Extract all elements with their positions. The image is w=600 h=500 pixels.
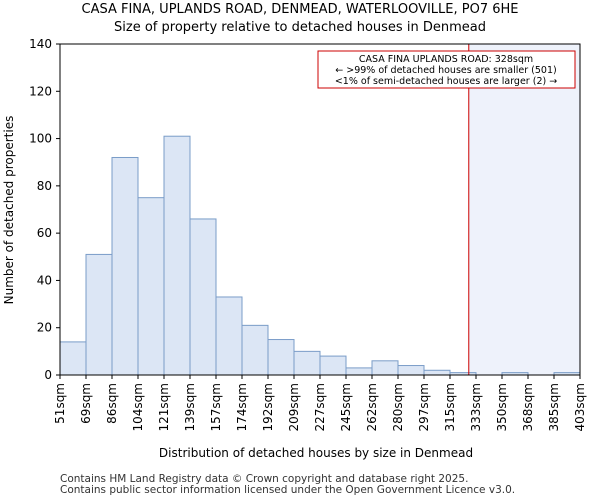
x-tick-label: 139sqm [183,383,197,431]
x-tick-label: 350sqm [495,383,509,431]
x-tick-label: 51sqm [53,383,67,424]
x-tick-label: 385sqm [547,383,561,431]
bar-69sqm [85,253,113,376]
bar-297sqm [423,369,451,376]
y-tick-label: 0 [44,368,52,382]
y-tick-label: 20 [37,321,52,335]
annotation-box: CASA FINA UPLANDS ROAD: 328sqm ← >99% of… [317,50,576,89]
x-tick-label: 368sqm [521,383,535,431]
x-tick-label: 104sqm [131,383,145,431]
x-tick-label: 86sqm [105,383,119,424]
footer-line-1: Contains HM Land Registry data © Crown c… [60,473,469,485]
x-tick-label: 209sqm [287,383,301,431]
bar-121sqm [163,135,191,376]
footer-line-2: Contains public sector information licen… [60,484,516,496]
annotation-line-1: CASA FINA UPLANDS ROAD: 328sqm [359,54,533,65]
bar-157sqm [215,296,243,376]
x-tick-label: 192sqm [261,383,275,431]
x-axis-label: Distribution of detached houses by size … [159,446,473,460]
y-tick-label: 140 [29,37,52,51]
x-tick-label: 333sqm [469,383,483,431]
bar-262sqm [371,360,399,376]
x-tick-label: 227sqm [313,383,327,431]
bar-139sqm [189,218,217,376]
x-tick-label: 280sqm [391,383,405,431]
annotation-line-3: <1% of semi-detached houses are larger (… [335,76,557,87]
chart-subtitle: Size of property relative to detached ho… [114,20,486,35]
bar-192sqm [267,339,295,376]
x-tick-label: 174sqm [235,383,249,431]
x-tick-label: 315sqm [443,383,457,431]
bars-group [59,135,581,376]
bar-51sqm [59,341,87,376]
y-ticks-group: 0 20 40 60 80 100 120 140 [29,37,60,382]
bar-104sqm [137,197,165,376]
bar-174sqm [241,324,269,376]
y-tick-label: 40 [37,273,52,287]
y-tick-label: 60 [37,226,52,240]
y-tick-label: 80 [37,179,52,193]
bar-209sqm [293,350,321,376]
x-tick-label: 157sqm [209,383,223,431]
x-tick-label: 245sqm [339,383,353,431]
x-tick-label: 297sqm [417,383,431,431]
bar-280sqm [397,365,425,376]
bar-227sqm [319,355,347,376]
chart-svg: 0 20 40 60 80 100 120 140 51sqm 69sqm 86sqm 104sqm… [2,37,587,460]
annotation-line-2: ← >99% of detached houses are smaller (5… [335,65,556,76]
x-tick-label: 121sqm [157,383,171,431]
y-tick-label: 120 [29,84,52,98]
x-tick-label: 69sqm [79,383,93,424]
x-tick-label: 262sqm [365,383,379,431]
y-tick-label: 100 [29,132,52,146]
x-ticks-group: 51sqm 69sqm 86sqm 104sqm 121sqm 139sqm 157sqm 1… [53,375,587,431]
larger-region-highlight [468,44,580,375]
bar-245sqm [345,367,373,376]
bar-86sqm [111,156,139,376]
chart-title: CASA FINA, UPLANDS ROAD, DENMEAD, WATERL… [81,2,519,17]
x-tick-label: 403sqm [573,383,587,431]
y-axis-label: Number of detached properties [2,116,16,305]
